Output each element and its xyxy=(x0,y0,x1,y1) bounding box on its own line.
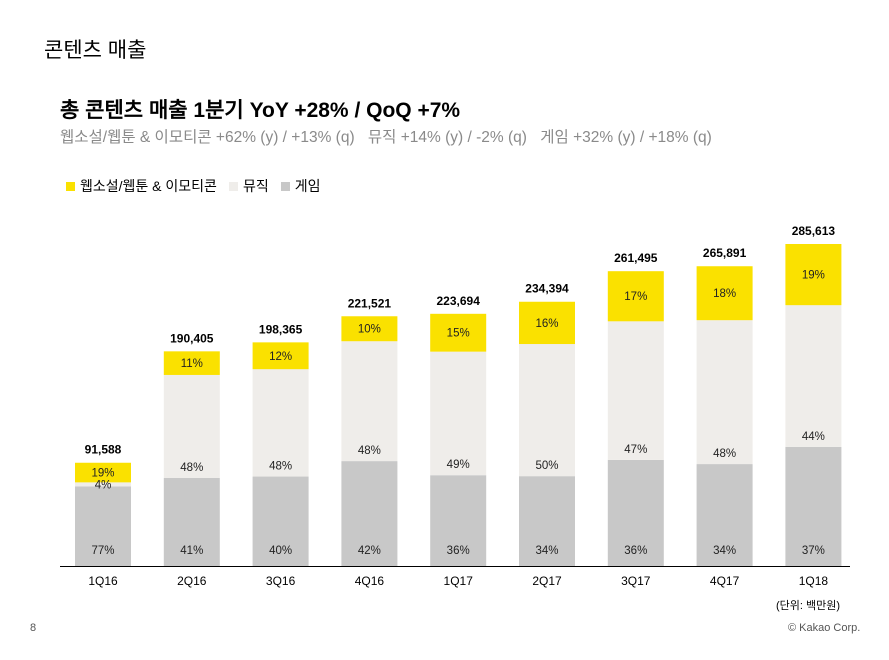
data-label-webtoon: 11% xyxy=(181,358,203,370)
legend-swatch-game xyxy=(280,181,290,191)
data-label-music: 48% xyxy=(180,462,203,474)
bar-segment xyxy=(75,482,131,487)
data-label-webtoon: 16% xyxy=(535,318,558,330)
data-label-game: 41% xyxy=(180,545,203,557)
data-label-game: 36% xyxy=(624,545,647,557)
legend-swatch-webtoon xyxy=(66,181,75,191)
bar-segment xyxy=(163,477,220,566)
bar-segment xyxy=(252,342,309,370)
bar-segment xyxy=(607,321,664,460)
x-tick-label: 2Q17 xyxy=(532,574,562,588)
total-label: 234,394 xyxy=(525,282,569,296)
data-label-music: 48% xyxy=(269,461,292,473)
total-label: 190,405 xyxy=(170,331,214,345)
bar-segment xyxy=(75,486,131,566)
total-label: 221,521 xyxy=(348,296,392,310)
bar-segment xyxy=(785,244,842,306)
total-label: 223,694 xyxy=(437,294,481,308)
data-label-game: 34% xyxy=(713,545,736,557)
data-label-music: 49% xyxy=(447,459,470,471)
headline: 총 콘텐츠 매출 1분기 YoY +28% / QoQ +7% xyxy=(60,99,461,122)
data-label-music: 47% xyxy=(624,444,647,456)
chart-legend: 웹소설/웹툰 & 이모티콘 뮤직 게임 xyxy=(66,176,332,196)
x-tick-label: 1Q16 xyxy=(88,574,118,588)
subline: 웹소설/웹툰 & 이모티콘 +62% (y) / +13% (q) 뮤직 +14… xyxy=(60,125,721,147)
x-tick-label: 3Q17 xyxy=(621,574,651,588)
data-label-webtoon: 15% xyxy=(447,328,470,340)
bar-segment xyxy=(252,476,309,566)
bar-segment xyxy=(430,475,487,566)
bar-segment xyxy=(341,316,398,342)
x-tick-label: 4Q17 xyxy=(710,574,740,588)
bar-segment xyxy=(75,462,131,483)
data-label-webtoon: 17% xyxy=(624,291,647,303)
legend-item-webtoon: 웹소설/웹툰 & 이모티콘 xyxy=(66,176,217,196)
data-label-game: 34% xyxy=(535,545,558,557)
data-label-music: 50% xyxy=(535,460,558,472)
bar-segment xyxy=(519,301,575,345)
x-tick-label: 4Q16 xyxy=(355,574,385,588)
data-label-game: 77% xyxy=(91,545,114,557)
legend-label-game: 게임 xyxy=(294,178,321,194)
bar-segment xyxy=(696,320,753,465)
data-label-webtoon: 18% xyxy=(713,288,736,300)
data-label-game: 40% xyxy=(269,545,292,557)
data-label-webtoon: 19% xyxy=(802,270,825,282)
bar-segment xyxy=(430,351,487,476)
x-tick-label: 1Q17 xyxy=(444,574,474,588)
page-number: 8 xyxy=(30,622,37,634)
legend-label-music: 뮤직 xyxy=(242,178,269,194)
unit-note: (단위: 백만원) xyxy=(776,600,841,612)
bar-segment xyxy=(607,271,664,322)
data-label-music: 44% xyxy=(802,431,825,443)
bar-segment xyxy=(163,374,220,478)
bar-segment xyxy=(696,266,753,321)
data-label-game: 37% xyxy=(802,545,825,557)
bar-segment xyxy=(785,305,842,447)
data-label-music: 48% xyxy=(713,448,736,460)
bar-segment xyxy=(341,341,398,462)
data-label-game: 42% xyxy=(358,545,381,557)
data-label-webtoon: 10% xyxy=(358,324,381,336)
subline-music: 뮤직 +14% (y) / -2% (q) xyxy=(367,129,527,146)
data-label-music: 4% xyxy=(95,479,112,491)
page-title: 콘텐츠 매출 xyxy=(44,39,147,62)
total-label: 261,495 xyxy=(614,251,658,265)
legend-item-game: 게임 xyxy=(280,176,321,196)
bar-segment xyxy=(785,446,842,566)
data-label-music: 48% xyxy=(358,445,381,457)
total-label: 198,365 xyxy=(259,322,303,336)
legend-swatch-music xyxy=(228,181,238,191)
x-tick-label: 1Q18 xyxy=(799,574,829,588)
bar-segment xyxy=(696,464,753,566)
x-tick-label: 2Q16 xyxy=(177,574,207,588)
data-label-game: 36% xyxy=(447,545,470,557)
bar-segment xyxy=(430,313,487,352)
total-label: 265,891 xyxy=(703,246,747,260)
bar-segment xyxy=(607,459,664,566)
bar-segment xyxy=(341,461,398,566)
copyright: © Kakao Corp. xyxy=(788,622,861,634)
bar-segment xyxy=(519,344,575,477)
legend-item-music: 뮤직 xyxy=(228,176,269,196)
subline-game: 게임 +32% (y) / +18% (q) xyxy=(540,129,712,146)
legend-label-webtoon: 웹소설/웹툰 & 이모티콘 xyxy=(80,178,217,194)
data-label-webtoon: 12% xyxy=(269,351,292,363)
total-label: 91,588 xyxy=(85,443,122,457)
bar-segment xyxy=(163,351,220,375)
total-label: 285,613 xyxy=(792,224,836,238)
bar-segment xyxy=(519,476,575,566)
bar-segment xyxy=(252,369,309,477)
subline-webtoon: 웹소설/웹툰 & 이모티콘 +62% (y) / +13% (q) xyxy=(60,129,355,146)
x-tick-label: 3Q16 xyxy=(266,574,296,588)
data-label-webtoon: 19% xyxy=(91,468,114,480)
